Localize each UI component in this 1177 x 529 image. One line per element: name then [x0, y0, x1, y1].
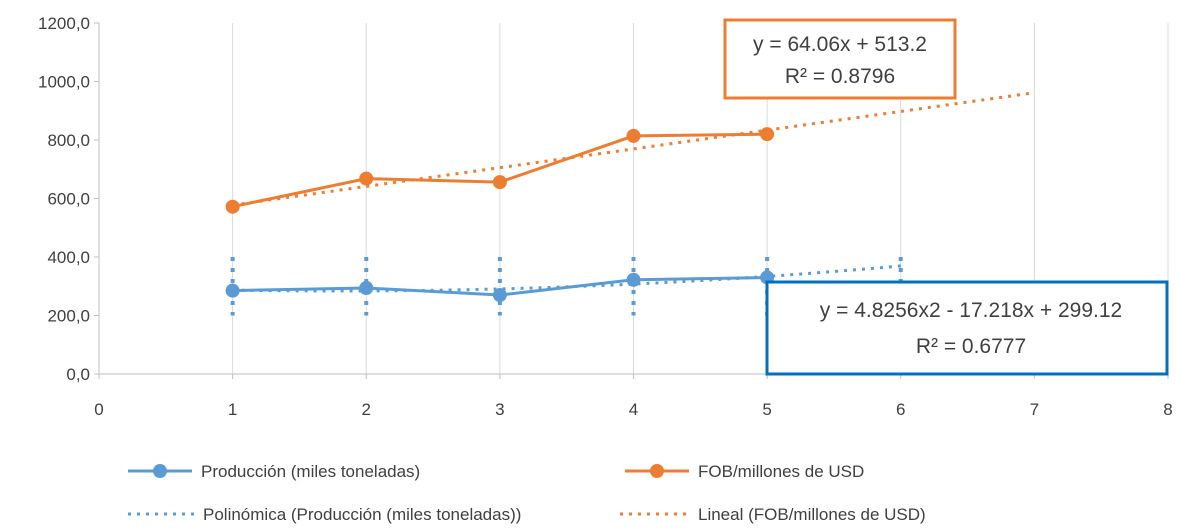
- legend-label-production: Producción (miles toneladas): [201, 462, 420, 481]
- x-tick-label: 2: [362, 400, 371, 419]
- production-point-2: [359, 281, 374, 296]
- x-tick-label: 8: [1163, 400, 1172, 419]
- x-tick-label: 3: [495, 400, 504, 419]
- x-tick-label: 5: [762, 400, 771, 419]
- production-point-3: [492, 288, 507, 303]
- fob-point-1: [225, 199, 240, 214]
- x-tick-label: 1: [228, 400, 237, 419]
- linear-trend-equation: y = 64.06x + 513.2: [753, 33, 927, 56]
- legend-item-linear-trend: Lineal (FOB/millones de USD): [620, 505, 926, 524]
- production-point-4: [626, 272, 641, 287]
- legend-item-fob: FOB/millones de USD: [625, 462, 864, 481]
- y-tick-label: 1200,0: [38, 14, 90, 33]
- fob-point-2: [359, 171, 374, 186]
- legend-item-polynomial-trend: Polinómica (Producción (miles toneladas)…: [128, 505, 521, 524]
- fob-point-5: [760, 127, 775, 142]
- y-tick-label: 200,0: [47, 307, 90, 326]
- legend-item-production: Producción (miles toneladas): [128, 462, 420, 481]
- x-tick-label: 4: [629, 400, 638, 419]
- fob-point-3: [492, 175, 507, 190]
- y-tick-label: 1000,0: [38, 73, 90, 92]
- legend: Producción (miles toneladas) FOB/millone…: [128, 462, 926, 524]
- production-point-1: [225, 283, 240, 298]
- y-tick-label: 0,0: [66, 365, 90, 384]
- linear-trend-r2: R² = 0.8796: [785, 65, 895, 88]
- legend-label-polynomial-trend: Polinómica (Producción (miles toneladas)…: [203, 505, 521, 524]
- x-tick-label: 0: [94, 400, 103, 419]
- x-tick-label: 6: [896, 400, 905, 419]
- x-tick-label: 7: [1030, 400, 1039, 419]
- polynomial-trend-equation-box: y = 4.8256x2 - 17.218x + 299.12 R² = 0.6…: [765, 280, 1169, 376]
- polynomial-trend-r2: R² = 0.6777: [916, 335, 1026, 358]
- fob-point-4: [626, 128, 641, 143]
- legend-label-fob: FOB/millones de USD: [698, 462, 864, 481]
- polynomial-trend-equation: y = 4.8256x2 - 17.218x + 299.12: [820, 299, 1122, 322]
- series: [225, 127, 775, 303]
- linear-trend-equation-box: y = 64.06x + 513.2 R² = 0.8796: [723, 18, 957, 100]
- y-tick-label: 600,0: [47, 190, 90, 209]
- y-tick-label: 800,0: [47, 131, 90, 150]
- y-tick-label: 400,0: [47, 248, 90, 267]
- legend-label-linear-trend: Lineal (FOB/millones de USD): [698, 505, 926, 524]
